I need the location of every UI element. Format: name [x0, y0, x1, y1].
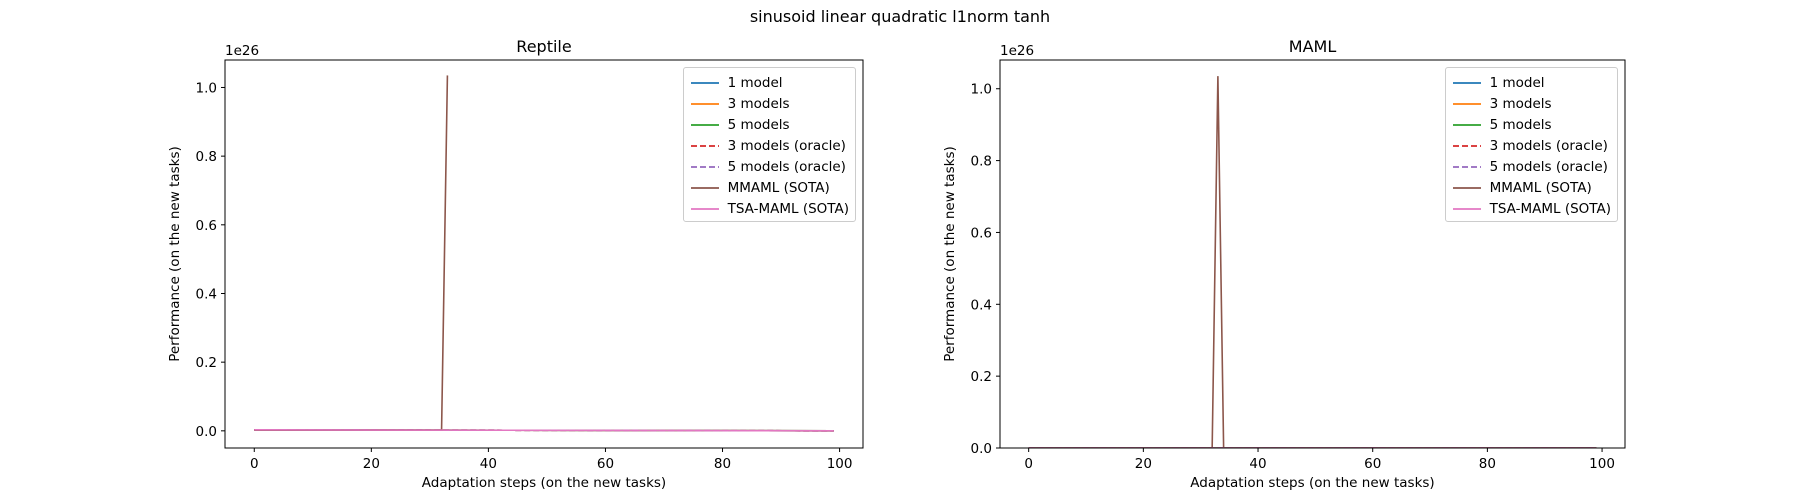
maml-legend-swatch-5 — [1452, 186, 1481, 189]
reptile-axes-frame — [224, 59, 864, 449]
maml-legend-label-1: 3 models — [1489, 95, 1552, 112]
reptile-series-line-5 — [254, 75, 449, 431]
reptile-ytick-label-3: 0.6 — [196, 218, 217, 234]
maml-ytick-label-3: 0.6 — [971, 225, 992, 241]
maml-panel-title: MAML — [1289, 37, 1337, 56]
maml-xtick-label-2: 40 — [1249, 456, 1266, 472]
reptile-xtick-label-1: 20 — [363, 456, 380, 472]
reptile-x-axis-label: Adaptation steps (on the new tasks) — [422, 475, 666, 491]
maml-legend-item: 5 models — [1452, 114, 1611, 135]
maml-series-group — [1028, 76, 1597, 448]
reptile-axes: 0 20 40 60 80 100 0.0 0.2 0.4 0.6 0.8 1.0 1e26 Reptil… — [167, 37, 864, 491]
maml-xtick-label-4: 80 — [1479, 456, 1496, 472]
reptile-legend-item: 5 models — [690, 114, 849, 135]
maml-legend-swatch-0 — [1452, 81, 1481, 84]
maml-legend-swatch-1 — [1452, 102, 1481, 105]
maml-ytick-label-0: 0.0 — [971, 441, 992, 457]
reptile-legend-label-0: 1 model — [727, 74, 783, 91]
maml-ytick-label-1: 0.2 — [971, 369, 992, 385]
maml-legend-item: 5 models (oracle) — [1452, 156, 1611, 177]
maml-legend-item: 3 models — [1452, 93, 1611, 114]
maml-legend-swatch-6 — [1452, 207, 1481, 210]
reptile-y-axis-label: Performance (on the new tasks) — [167, 146, 183, 362]
reptile-legend-label-5: MMAML (SOTA) — [727, 179, 830, 196]
maml-legend-swatch-4 — [1452, 165, 1481, 168]
reptile-legend-item: 3 models — [690, 93, 849, 114]
maml-legend-label-3: 3 models (oracle) — [1489, 137, 1608, 154]
maml-legend-label-5: MMAML (SOTA) — [1489, 179, 1592, 196]
reptile-legend-item: TSA-MAML (SOTA) — [690, 198, 849, 219]
reptile-xtick-label-5: 100 — [827, 456, 853, 472]
reptile-legend-swatch-5 — [690, 186, 719, 189]
maml-y-offset-label: 1e26 — [1000, 43, 1034, 59]
maml-legend-label-0: 1 model — [1489, 74, 1545, 91]
reptile-ytick-label-2: 0.4 — [196, 286, 217, 302]
reptile-ytick-label-5: 1.0 — [196, 80, 217, 96]
maml-xtick-label-0: 0 — [1024, 456, 1033, 472]
reptile-series-group — [254, 75, 834, 432]
maml-legend-label-6: TSA-MAML (SOTA) — [1489, 200, 1611, 217]
figure-suptitle: sinusoid linear quadratic l1norm tanh — [749, 7, 1051, 26]
reptile-xtick-label-3: 60 — [597, 456, 614, 472]
maml-axes: 0 20 40 60 80 100 0.0 0.2 0.4 0.6 0.8 1.0 1e26 MAML Ad… — [942, 37, 1626, 491]
maml-ytick-label-2: 0.4 — [971, 297, 992, 313]
maml-legend-item: MMAML (SOTA) — [1452, 177, 1611, 198]
reptile-legend-item: MMAML (SOTA) — [690, 177, 849, 198]
maml-legend: 1 model 3 models 5 models 3 models (oracle)… — [1444, 67, 1618, 222]
maml-xtick-label-5: 100 — [1589, 456, 1615, 472]
reptile-legend-label-1: 3 models — [727, 95, 790, 112]
reptile-xtick-label-4: 80 — [714, 456, 731, 472]
reptile-legend-swatch-1 — [690, 102, 719, 105]
reptile-y-offset-label: 1e26 — [225, 43, 259, 59]
maml-legend-item: 3 models (oracle) — [1452, 135, 1611, 156]
reptile-ytick-label-1: 0.2 — [196, 355, 217, 371]
reptile-series-line-6 — [254, 428, 834, 432]
maml-series-line-5 — [1028, 76, 1597, 448]
maml-y-axis-label: Performance (on the new tasks) — [942, 146, 958, 362]
reptile-legend: 1 model 3 models 5 models 3 models (oracle)… — [682, 67, 856, 222]
reptile-legend-label-4: 5 models (oracle) — [727, 158, 846, 175]
reptile-xtick-label-0: 0 — [250, 456, 259, 472]
maml-legend-item: 1 model — [1452, 72, 1611, 93]
maml-ytick-label-5: 1.0 — [971, 82, 992, 98]
reptile-legend-item: 3 models (oracle) — [690, 135, 849, 156]
maml-ytick-label-4: 0.8 — [971, 154, 992, 170]
reptile-legend-item: 1 model — [690, 72, 849, 93]
reptile-legend-item: 5 models (oracle) — [690, 156, 849, 177]
maml-legend-swatch-3 — [1452, 144, 1481, 147]
maml-legend-label-2: 5 models — [1489, 116, 1552, 133]
reptile-legend-label-6: TSA-MAML (SOTA) — [727, 200, 849, 217]
maml-xtick-label-3: 60 — [1364, 456, 1381, 472]
maml-x-axis-label: Adaptation steps (on the new tasks) — [1190, 475, 1434, 491]
maml-axes-frame — [999, 59, 1626, 449]
reptile-legend-swatch-6 — [690, 207, 719, 210]
maml-legend-item: TSA-MAML (SOTA) — [1452, 198, 1611, 219]
reptile-legend-label-2: 5 models — [727, 116, 790, 133]
reptile-legend-label-3: 3 models (oracle) — [727, 137, 846, 154]
reptile-legend-swatch-2 — [690, 123, 719, 126]
maml-legend-label-4: 5 models (oracle) — [1489, 158, 1608, 175]
reptile-ytick-label-0: 0.0 — [196, 424, 217, 440]
reptile-legend-swatch-4 — [690, 165, 719, 168]
reptile-ytick-label-4: 0.8 — [196, 149, 217, 165]
reptile-panel-title: Reptile — [516, 37, 571, 56]
reptile-legend-swatch-0 — [690, 81, 719, 84]
reptile-xtick-label-2: 40 — [480, 456, 497, 472]
reptile-legend-swatch-3 — [690, 144, 719, 147]
maml-legend-swatch-2 — [1452, 123, 1481, 126]
maml-xtick-label-1: 20 — [1135, 456, 1152, 472]
